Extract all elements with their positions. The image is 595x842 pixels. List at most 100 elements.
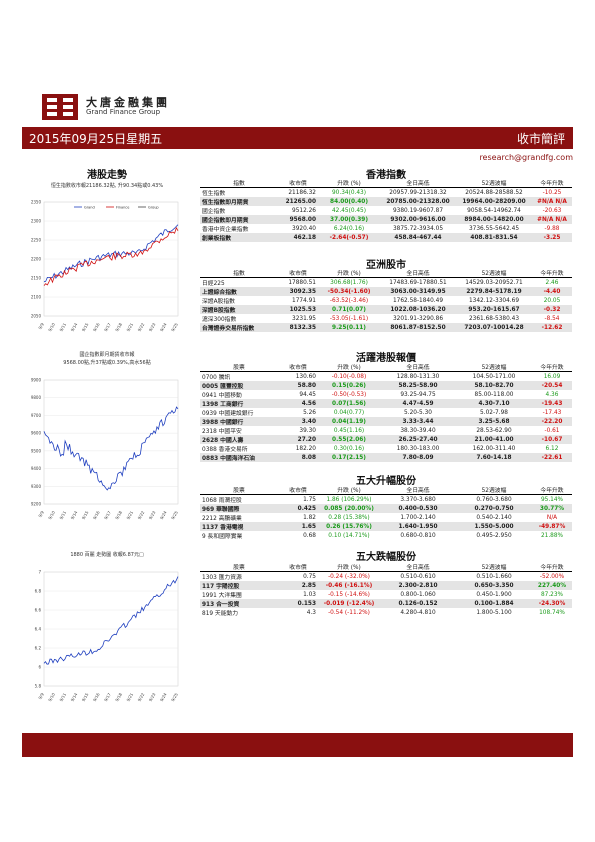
table-cell: 3736.55-5642.45: [468, 225, 520, 232]
table-cell: -24.30%: [532, 599, 572, 608]
x-tick-label: 9/18: [114, 510, 123, 521]
footer-bar: [22, 733, 573, 757]
table-cell: 2.46: [545, 279, 559, 286]
x-tick-label: 9/25: [170, 322, 179, 333]
y-tick-label: 2200: [31, 257, 42, 262]
table-cell: 1303 匯力資源: [202, 575, 242, 581]
table-cell: 1025.53: [278, 305, 318, 314]
table-cell: 84.00(0.40): [318, 197, 380, 206]
table-cell: 0.75: [303, 573, 316, 580]
table-cell: 0.800-1.060: [400, 591, 436, 598]
table-cell: 0.126-0.152: [380, 599, 456, 608]
x-tick-label: 9/18: [114, 692, 123, 703]
x-tick-label: 9/15: [81, 322, 90, 333]
table-cell: 462.18: [278, 233, 318, 242]
table-cell: 9568.00: [278, 215, 318, 224]
table-cell: 9302.00-9616.00: [380, 215, 456, 224]
table-cell: #N/A N/A: [532, 197, 572, 206]
y-tick-label: 6.4: [35, 627, 42, 632]
table-cell: 1137 香港電視: [200, 522, 278, 531]
table-cell: 0.400-0.530: [380, 504, 456, 513]
table-cell: 0939 中國建設銀行: [202, 411, 254, 417]
table-cell: 16.09: [543, 373, 561, 380]
y-tick-label: 5.8: [35, 684, 42, 689]
table-cell: 227.40%: [532, 581, 572, 590]
table-cell: -53.05(-1.61): [329, 315, 369, 322]
hscei-caption-2: 9568.00點,升37點或0.39%,高水56點: [63, 360, 151, 366]
table-row: 1398 工商銀行 4.56 0.07(1.56) 4.47-4.59 4.30-7.1…: [200, 399, 572, 408]
table-cell: 7.80-8.09: [380, 453, 456, 462]
y-tick-label: 9400: [31, 466, 42, 471]
table-cell: 4.280-4.810: [400, 609, 436, 616]
table-cell: 2.85: [278, 581, 318, 590]
table-cell: 1022.08-1036.20: [380, 305, 456, 314]
table-cell: 1.82: [303, 514, 316, 521]
col-header: 升跌 (%): [318, 362, 380, 372]
table-cell: -2.64(-0.57): [318, 233, 380, 242]
table-cell: 3.40: [278, 417, 318, 426]
table-cell: 913 合一投資: [200, 599, 278, 608]
table-cell: 0.68: [303, 532, 316, 539]
table-cell: 21.88%: [540, 532, 564, 539]
col-header: 52週波幅: [456, 562, 532, 572]
table-cell: 93.25-94.75: [400, 391, 436, 398]
x-tick-label: 9/17: [103, 692, 112, 703]
table-cell: 95.14%: [540, 496, 564, 503]
table-cell: 0.540-2.140: [476, 514, 512, 521]
col-header: 收市價: [278, 562, 318, 572]
table-cell: #N/A N/A: [532, 215, 572, 224]
hk-index-table: 指數 收市價 升跌 (%) 全日高低 52週波幅 今年升跌 恆生指數 21186.32 90.3…: [200, 178, 572, 242]
table-cell: 3092.35: [278, 287, 318, 296]
brand-name-cn: 大唐金融集團: [86, 96, 170, 109]
active-section-title: 活躍港股報價: [356, 353, 416, 364]
x-tick-label: 9/16: [92, 692, 101, 703]
contact-email[interactable]: research@grandfg.com: [479, 153, 573, 162]
x-tick-label: 9/9: [37, 322, 45, 330]
table-row: 819 天能動力 4.3 -0.54 (-11.2%) 4.280-4.810 1.80…: [200, 608, 572, 618]
table-cell: 5.02-7.98: [480, 409, 508, 416]
y-tick-label: 9700: [31, 413, 42, 418]
col-header: 收市價: [278, 485, 318, 495]
table-cell: 1.86 (106.29%): [326, 496, 372, 503]
table-cell: 26.25-27.40: [380, 435, 456, 444]
table-cell: 21186.32: [288, 189, 316, 196]
x-tick-label: 9/15: [81, 692, 90, 703]
table-row: 117 宇陽控股 2.85 -0.46 (-16.1%) 2.300-2.810 0.6…: [200, 581, 572, 590]
table-cell: -0.15 (-14.6%): [328, 591, 370, 598]
table-cell: 0883 中國海洋石油: [200, 453, 278, 462]
table-cell: 0.650-3.350: [456, 581, 532, 590]
table-cell: 1.800-5.100: [476, 609, 512, 616]
legend-entry: Finance: [116, 206, 129, 210]
table-row: 0939 中國建設銀行 5.26 0.04(0.77) 5.20-5.30 5.02-7…: [200, 408, 572, 418]
table-cell: 3201.91-3290.86: [392, 315, 444, 322]
table-row: 913 合一投資 0.153 -0.019 (-12.4%) 0.126-0.152 0…: [200, 599, 572, 608]
report-date: 2015年09月25日星期五: [29, 132, 163, 146]
table-cell: 20785.00-21328.00: [380, 197, 456, 206]
table-cell: -17.43: [542, 409, 562, 416]
x-tick-label: 9/21: [125, 322, 134, 333]
table-cell: -22.20: [532, 417, 572, 426]
table-cell: 深證B股指數: [200, 305, 278, 314]
table-cell: 0.100-1.884: [456, 599, 532, 608]
x-tick-label: 9/22: [137, 322, 146, 333]
table-row: 1991 大洋集團 1.03 -0.15 (-14.6%) 0.800-1.060 0.…: [200, 590, 572, 600]
stock-caption: 1880 百麗 走勢圖 收報6.87元□: [70, 552, 144, 558]
col-header: 收市價: [278, 362, 318, 372]
table-cell: 1.700-2.140: [400, 514, 436, 521]
table-cell: 37.00(0.39): [318, 215, 380, 224]
hsi-line-blue: [43, 224, 179, 283]
table-cell: 國企指數: [202, 209, 226, 215]
table-cell: -0.32: [532, 305, 572, 314]
table-cell: 20957.99-21318.32: [389, 189, 447, 196]
stock-chart: 7 6.8 6.6 6.4 6.2 6 5.8 9/9 9/10 9/11 9/14 9/15 9/16…: [35, 570, 179, 703]
x-tick-label: 9/14: [70, 322, 79, 333]
col-header: 股票: [200, 562, 278, 572]
table-cell: 180.30-183.00: [396, 445, 440, 452]
x-tick-label: 9/21: [125, 510, 134, 521]
table-row: 日經225 17880.51 306.68(1.76) 17483.69-17880.…: [200, 278, 572, 288]
report-type: 收市簡評: [516, 132, 565, 146]
table-cell: -3.25: [532, 233, 572, 242]
x-tick-label: 9/21: [125, 692, 134, 703]
table-cell: 2279.84-5178.19: [456, 287, 532, 296]
table-cell: 台灣證券交易所指數: [200, 323, 278, 332]
